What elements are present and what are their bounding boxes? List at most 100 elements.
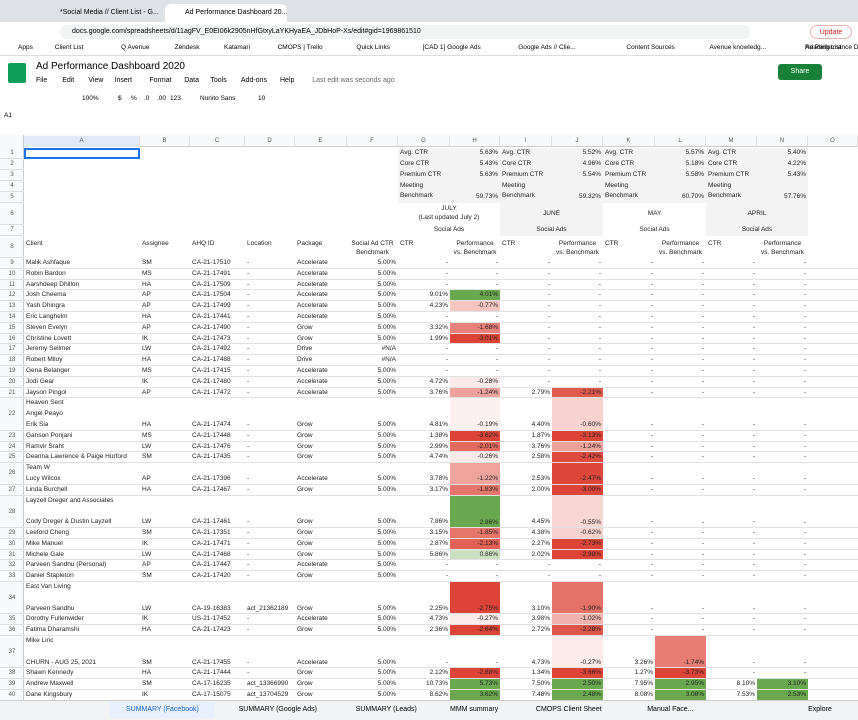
cell: Grow: [297, 626, 313, 634]
row-line: [24, 548, 858, 550]
sheet-tab[interactable]: CMOPS Client Sheet: [535, 706, 602, 713]
cell: 7.48%: [531, 691, 550, 698]
cell: -: [701, 529, 704, 536]
cell: -: [752, 377, 755, 385]
menu-item[interactable]: Insert: [114, 77, 133, 84]
cell: -: [752, 356, 755, 364]
cell: -: [247, 561, 250, 569]
cell: Core CTR: [603, 159, 655, 170]
cell: Grow: [297, 323, 313, 331]
doc-title: Ad Performance Dashboard 2020: [36, 61, 185, 72]
cell: Meeting Benchmark: [706, 181, 757, 203]
sheet-tab[interactable]: MMM summary: [449, 706, 499, 713]
cell: 59.32%: [552, 181, 603, 203]
column-header: B: [140, 136, 190, 147]
zoom[interactable]: 100%: [82, 95, 99, 102]
cell: Performance vs. Benchmark: [659, 240, 702, 256]
cell: Core CTR: [706, 159, 757, 170]
menu-item[interactable]: View: [88, 77, 104, 84]
cell: -: [547, 345, 550, 353]
cell: CA-21-17492: [192, 345, 231, 353]
cell: -: [650, 367, 653, 374]
menu-item[interactable]: Data: [184, 77, 199, 84]
menu-item[interactable]: Help: [280, 77, 295, 84]
cell: -: [247, 669, 250, 677]
bookmark[interactable]: Apps: [18, 44, 33, 51]
menu-item[interactable]: Add-ons: [240, 77, 267, 84]
cell: CA-21-17455: [192, 658, 231, 666]
cell: Grow: [297, 680, 313, 688]
cell: -: [495, 356, 498, 364]
bookmark[interactable]: Quick Links: [356, 44, 390, 51]
bookmark[interactable]: Client List: [54, 44, 84, 51]
bookmark[interactable]: Ad Performance D...: [805, 44, 858, 51]
browser-tab[interactable]: Ad Performance Dashboard 20...: [165, 4, 287, 22]
bookmark[interactable]: Content Sources: [626, 44, 675, 51]
cell: Premium CTR: [500, 170, 552, 181]
sheet-tab[interactable]: SUMMARY (Facebook): [110, 702, 215, 718]
bookmark[interactable]: CMOPS | Trello: [277, 44, 323, 51]
cell: -: [547, 259, 550, 266]
share-button[interactable]: Share: [778, 64, 822, 80]
cell: 1.27%: [634, 669, 653, 677]
explore-button[interactable]: Explore: [808, 706, 832, 713]
format-button[interactable]: %: [131, 95, 137, 102]
row-line: [24, 429, 858, 431]
cell: Meeting Benchmark: [603, 181, 655, 203]
cell: Cody Dreger & Dustin Layzell: [26, 518, 112, 526]
browser-tab[interactable]: *Social Media // Client List - G...: [40, 4, 162, 22]
format-button[interactable]: $: [118, 95, 122, 102]
cell: Social Ads: [398, 225, 500, 236]
sheet-tab[interactable]: SUMMARY (Google Ads): [238, 706, 317, 713]
format-button[interactable]: .00: [157, 95, 167, 102]
cell: Layzell Dreger and Associates: [26, 496, 114, 504]
bookmark[interactable]: Q Avenue: [121, 44, 150, 51]
menu-item[interactable]: File: [36, 77, 48, 84]
bookmark[interactable]: Katamari: [224, 44, 251, 51]
cell: Accelerate: [297, 475, 328, 482]
cell: -: [752, 313, 755, 320]
row-number: 7: [0, 225, 24, 236]
row-line: [24, 300, 858, 302]
row-line: [24, 440, 858, 442]
url-bar[interactable]: docs.google.com/spreadsheets/d/11agFV_E0…: [60, 25, 750, 39]
cell: 3.76%: [429, 388, 448, 396]
cell: -: [803, 539, 806, 547]
menu-item[interactable]: Format: [149, 77, 172, 84]
cell: Client: [26, 240, 43, 247]
bookmark[interactable]: Zendesk: [174, 44, 200, 51]
row-number: 9: [0, 258, 24, 269]
cell: HA: [142, 669, 152, 677]
sheet-tab[interactable]: SUMMARY (Leads): [355, 706, 417, 713]
cell: Grow: [297, 442, 313, 450]
format-button[interactable]: .0: [144, 95, 150, 102]
cell: -: [752, 539, 755, 547]
cell: Drive: [297, 356, 313, 364]
cell: HA: [142, 280, 152, 288]
cell: AP: [142, 323, 151, 331]
font-select[interactable]: Nunito Sans: [200, 95, 236, 102]
sheet-tab[interactable]: Manual Face...: [647, 706, 694, 713]
cell: -: [752, 280, 755, 288]
row-number: 6: [0, 203, 24, 225]
cell: 5.86%: [429, 550, 448, 558]
row-number: 30: [0, 539, 24, 550]
bookmark[interactable]: Google Ads // Clie...: [518, 44, 576, 51]
menu-item[interactable]: Tools: [210, 77, 227, 84]
size-select[interactable]: 10: [258, 95, 266, 102]
cell: Grow: [297, 539, 313, 547]
cell: -2.88%: [450, 668, 500, 680]
cell: Dorothy Fullenwider: [26, 615, 84, 623]
bookmark[interactable]: Avenue knowledg...: [709, 44, 767, 51]
cell: 3.98%: [531, 615, 550, 623]
bookmark[interactable]: [CAD 1] Google Ads: [422, 44, 481, 51]
format-button[interactable]: 123: [170, 95, 181, 102]
cell: -: [247, 626, 250, 634]
cell: -: [752, 269, 755, 277]
menu-item[interactable]: Edit: [62, 77, 75, 84]
cell: -: [701, 302, 704, 310]
reading-list[interactable]: Reading List: [805, 44, 842, 51]
row-number: 3: [0, 170, 24, 181]
row-line: [24, 462, 858, 464]
update-button[interactable]: Update: [810, 25, 852, 39]
